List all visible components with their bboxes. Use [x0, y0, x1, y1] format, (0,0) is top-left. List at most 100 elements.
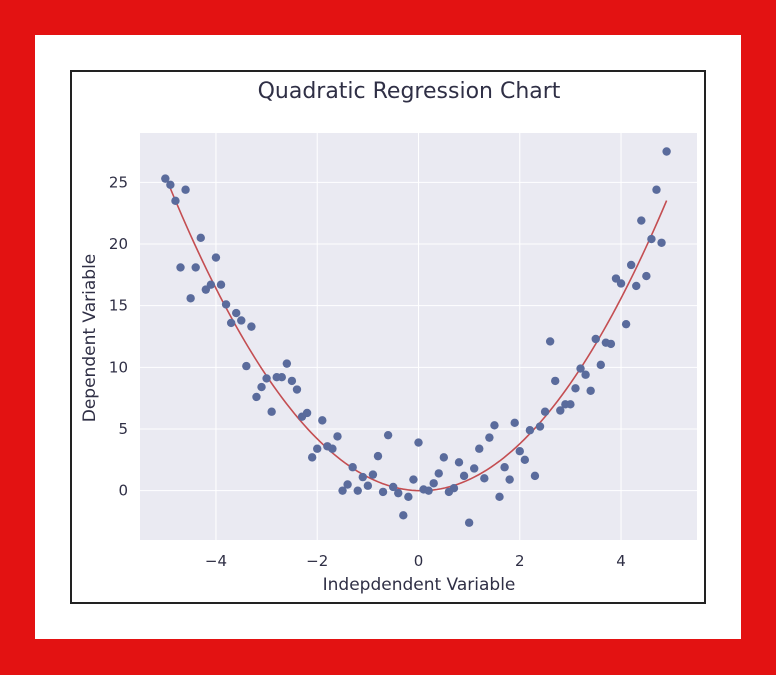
y-tick-label-4: 20 [109, 235, 128, 253]
data-point-26 [292, 385, 302, 394]
data-point-7 [196, 233, 205, 243]
data-point-84 [586, 386, 595, 395]
data-point-81 [571, 384, 580, 393]
fit-line [164, 175, 668, 492]
data-point-41 [368, 470, 378, 479]
x-axis-label: Indepdendent Variable [323, 575, 516, 595]
data-point-71 [520, 455, 530, 465]
data-point-64 [485, 433, 494, 442]
data-point-99 [662, 147, 671, 156]
x-tick-label-3: 2 [515, 552, 525, 570]
data-point-44 [383, 430, 393, 440]
x-tick-label-2: 0 [414, 552, 424, 570]
data-point-75 [540, 407, 550, 416]
y-axis-label: Dependent Variable [80, 254, 100, 423]
data-point-86 [596, 360, 605, 370]
data-point-61 [470, 464, 479, 473]
data-point-45 [388, 482, 398, 492]
data-point-98 [657, 238, 666, 247]
data-point-59 [459, 471, 469, 481]
data-point-21 [267, 407, 276, 416]
data-point-46 [394, 488, 403, 498]
data-point-36 [343, 480, 352, 489]
data-point-72 [525, 426, 535, 435]
data-point-58 [454, 458, 464, 467]
data-point-33 [328, 444, 337, 453]
data-point-49 [409, 475, 418, 484]
data-points [161, 147, 671, 527]
data-point-70 [515, 447, 524, 456]
data-point-18 [252, 392, 261, 402]
data-point-48 [404, 492, 413, 502]
data-point-1 [166, 180, 175, 189]
data-point-34 [333, 432, 342, 441]
data-point-9 [206, 280, 216, 289]
data-point-92 [626, 260, 636, 270]
data-point-11 [216, 280, 226, 289]
data-point-24 [282, 359, 292, 368]
data-point-73 [530, 471, 540, 481]
data-point-39 [358, 472, 367, 482]
data-point-13 [226, 318, 236, 328]
data-point-50 [414, 438, 423, 447]
data-point-47 [399, 511, 408, 520]
data-point-94 [637, 216, 646, 225]
data-point-42 [373, 451, 383, 461]
data-point-10 [211, 253, 221, 262]
data-point-60 [464, 518, 474, 527]
x-tick-label-0: −4 [205, 552, 227, 570]
data-point-23 [277, 373, 286, 382]
data-point-31 [318, 416, 327, 425]
data-point-77 [551, 376, 560, 386]
y-tick-label-2: 10 [109, 358, 128, 376]
data-point-68 [505, 475, 514, 484]
data-point-96 [647, 234, 656, 244]
data-point-54 [434, 469, 443, 478]
data-point-12 [221, 300, 231, 309]
data-point-76 [545, 337, 555, 346]
data-point-83 [581, 370, 590, 379]
y-ticks: 0 5 10 15 20 25 [109, 173, 128, 499]
chart-title: Quadratic Regression Chart [258, 79, 561, 104]
data-point-62 [475, 444, 484, 453]
data-point-95 [642, 271, 651, 281]
data-point-35 [338, 486, 347, 495]
data-point-19 [257, 382, 266, 392]
data-point-52 [424, 486, 433, 495]
data-point-57 [449, 484, 459, 493]
data-point-67 [500, 463, 509, 472]
data-point-69 [510, 418, 519, 428]
data-point-20 [262, 374, 271, 383]
data-point-66 [495, 492, 504, 502]
data-point-43 [378, 487, 388, 497]
data-point-55 [439, 453, 449, 462]
data-point-40 [363, 481, 373, 490]
data-point-30 [313, 444, 322, 453]
data-point-6 [191, 263, 200, 272]
y-tick-label-5: 25 [109, 173, 128, 191]
data-point-91 [621, 319, 631, 329]
data-point-63 [480, 474, 489, 483]
data-point-15 [237, 316, 246, 325]
x-tick-label-1: −2 [306, 552, 328, 570]
data-point-28 [302, 408, 312, 418]
x-ticks: −4 −2 0 2 4 [205, 552, 626, 570]
data-point-4 [181, 185, 190, 194]
y-tick-label-0: 0 [118, 482, 128, 500]
data-point-17 [247, 322, 256, 331]
data-point-29 [307, 453, 317, 462]
data-point-85 [591, 334, 600, 344]
x-tick-label-4: 4 [616, 552, 626, 570]
data-point-0 [161, 174, 170, 183]
data-point-97 [652, 185, 661, 194]
data-point-88 [606, 339, 616, 349]
data-point-2 [171, 196, 180, 206]
data-point-53 [429, 479, 438, 488]
data-point-78 [556, 406, 565, 415]
data-point-14 [232, 308, 241, 318]
data-point-37 [348, 463, 357, 472]
data-point-3 [176, 263, 185, 272]
data-point-82 [576, 364, 585, 373]
data-point-16 [242, 361, 251, 371]
